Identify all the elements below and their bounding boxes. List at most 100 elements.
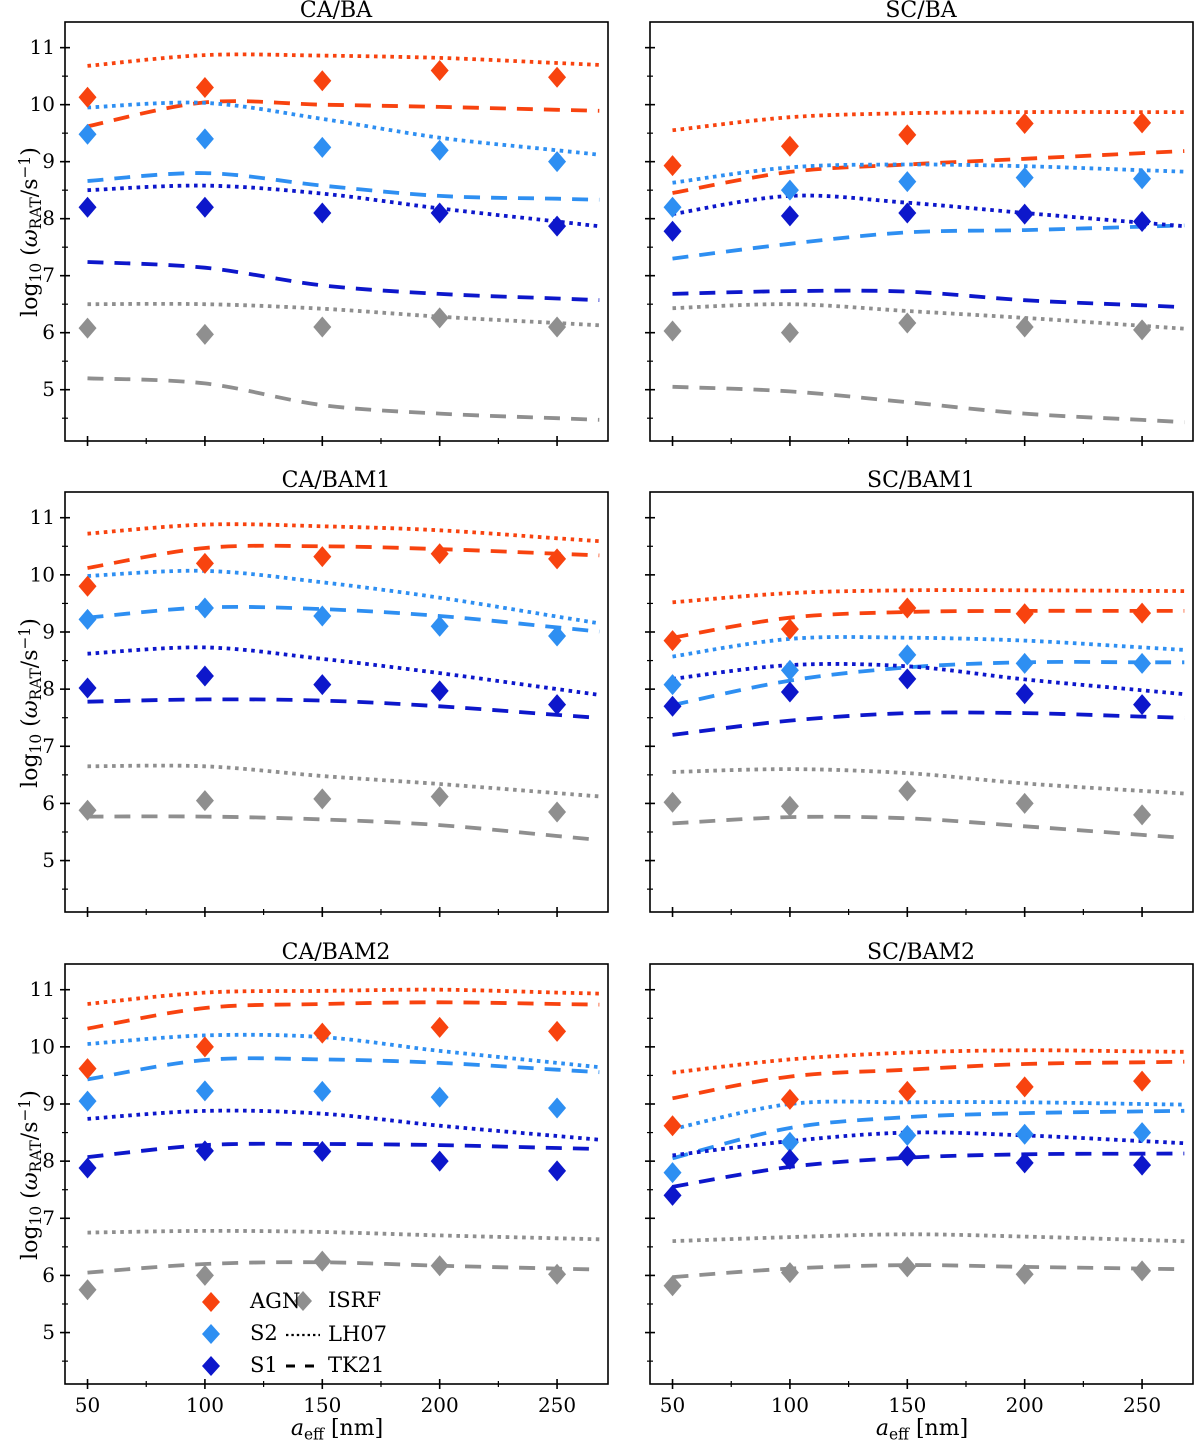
- curve-AGN-LH07: [87, 522, 600, 544]
- curve-S1-TK21: [672, 288, 1185, 310]
- curve-ISRF-LH07: [672, 302, 1185, 331]
- marker-S2-200: [430, 615, 449, 637]
- curve-S1-LH07: [87, 183, 600, 229]
- marker-ISRF-50: [78, 799, 97, 821]
- label-fragment: 10: [27, 1205, 46, 1226]
- marker-AGN-100: [195, 1036, 214, 1058]
- marker-S2-200: [1015, 652, 1034, 674]
- marker-AGN-50: [78, 575, 97, 597]
- label-fragment: 10: [27, 733, 46, 754]
- marker-S2-250: [548, 1097, 567, 1119]
- x-axis-label-right: aeff [nm]: [822, 1416, 1022, 1444]
- marker-ISRF-250: [1133, 1260, 1152, 1282]
- marker-AGN-200: [1015, 1076, 1034, 1098]
- marker-AGN-150: [898, 1080, 917, 1102]
- subplot-title-sc-bam1: SC/BAM1: [867, 468, 975, 493]
- label-fragment: ): [17, 618, 43, 627]
- marker-ISRF-150: [313, 788, 332, 810]
- curve-AGN-LH07: [672, 1048, 1185, 1075]
- marker-ISRF-100: [195, 323, 214, 345]
- curve-ISRF-LH07: [87, 763, 600, 799]
- label-fragment: (: [17, 718, 43, 734]
- marker-ISRF-250: [548, 316, 567, 338]
- marker-ISRF-100: [780, 795, 799, 817]
- marker-S1-150: [898, 668, 917, 690]
- label-fragment: (: [17, 247, 43, 263]
- curve-S2-LH07: [87, 100, 600, 157]
- y-tick-label: 9: [42, 1092, 55, 1116]
- marker-AGN-50: [78, 86, 97, 108]
- marker-S2-150: [898, 1124, 917, 1146]
- subplot-title-ca-bam1: CA/BAM1: [281, 468, 391, 493]
- marker-AGN-50: [663, 630, 682, 652]
- marker-S1-100: [780, 205, 799, 227]
- label-fragment: RAT: [27, 197, 46, 230]
- subplot-title-sc-ba: SC/BA: [885, 0, 957, 23]
- marker-S1-250: [1133, 211, 1152, 233]
- marker-S2-250: [1133, 1122, 1152, 1144]
- x-tick-label: 150: [303, 1393, 341, 1417]
- curve-S2-TK21: [672, 223, 1185, 261]
- marker-S2-100: [195, 597, 214, 619]
- y-tick-label: 6: [42, 320, 55, 344]
- marker-S1-200: [430, 1150, 449, 1172]
- label-fragment: −1: [16, 155, 34, 179]
- marker-AGN-200: [430, 1016, 449, 1038]
- marker-S1-100: [195, 196, 214, 218]
- y-tick-label: 7: [42, 263, 55, 287]
- marker-ISRF-150: [313, 1250, 332, 1272]
- curve-S1-TK21: [672, 1151, 1185, 1189]
- marker-ISRF-250: [548, 1263, 567, 1285]
- marker-S1-150: [313, 202, 332, 224]
- marker-ISRF-250: [548, 801, 567, 823]
- curve-AGN-LH07: [672, 110, 1185, 133]
- y-tick-label: 5: [42, 848, 55, 872]
- label-fragment: a: [875, 1416, 889, 1441]
- curve-ISRF-LH07: [672, 1232, 1185, 1244]
- marker-S1-250: [1133, 694, 1152, 716]
- marker-S1-50: [78, 677, 97, 699]
- curve-ISRF-TK21: [672, 1263, 1185, 1279]
- y-tick-label: 11: [30, 977, 55, 1001]
- marker-AGN-100: [780, 1088, 799, 1110]
- marker-S1-250: [548, 215, 567, 237]
- marker-ISRF-200: [1015, 792, 1034, 814]
- curve-AGN-TK21: [672, 1059, 1185, 1101]
- y-tick-label: 10: [30, 1034, 55, 1058]
- y-axis-label-row1: log10 (ωRAT/s−1): [16, 102, 46, 362]
- label-fragment: ): [17, 147, 43, 156]
- curve-S2-TK21: [87, 171, 600, 202]
- marker-S1-200: [1015, 683, 1034, 705]
- legend-marker-isrf-icon: [294, 1291, 312, 1311]
- curve-ISRF-TK21: [87, 814, 600, 842]
- marker-ISRF-150: [313, 316, 332, 338]
- label-fragment: a: [290, 1416, 304, 1441]
- marker-ISRF-50: [78, 1279, 97, 1301]
- marker-AGN-250: [548, 1020, 567, 1042]
- legend-label-s1: S1: [250, 1353, 278, 1377]
- x-tick-label: 200: [1006, 1393, 1044, 1417]
- marker-AGN-250: [1133, 1070, 1152, 1092]
- marker-S2-250: [548, 151, 567, 173]
- label-fragment: 10: [27, 262, 46, 283]
- y-tick-label: 5: [42, 1320, 55, 1344]
- marker-ISRF-200: [1015, 316, 1034, 338]
- marker-S2-250: [548, 625, 567, 647]
- label-fragment: [nm]: [908, 1416, 969, 1441]
- marker-S2-50: [78, 1090, 97, 1112]
- marker-AGN-250: [548, 66, 567, 88]
- y-tick-label: 7: [42, 1206, 55, 1230]
- legend-label-s2: S2: [250, 1321, 278, 1345]
- y-tick-label: 6: [42, 1263, 55, 1287]
- marker-ISRF-100: [780, 322, 799, 344]
- marker-S2-200: [1015, 1123, 1034, 1145]
- marker-S2-50: [663, 1162, 682, 1184]
- marker-S1-150: [898, 1145, 917, 1167]
- label-fragment: /s: [17, 178, 43, 198]
- curve-S2-TK21: [87, 1056, 600, 1082]
- label-fragment: ω: [17, 1172, 43, 1191]
- subplot-title-ca-ba: CA/BA: [299, 0, 373, 23]
- marker-S2-100: [780, 659, 799, 681]
- marker-S1-100: [195, 665, 214, 687]
